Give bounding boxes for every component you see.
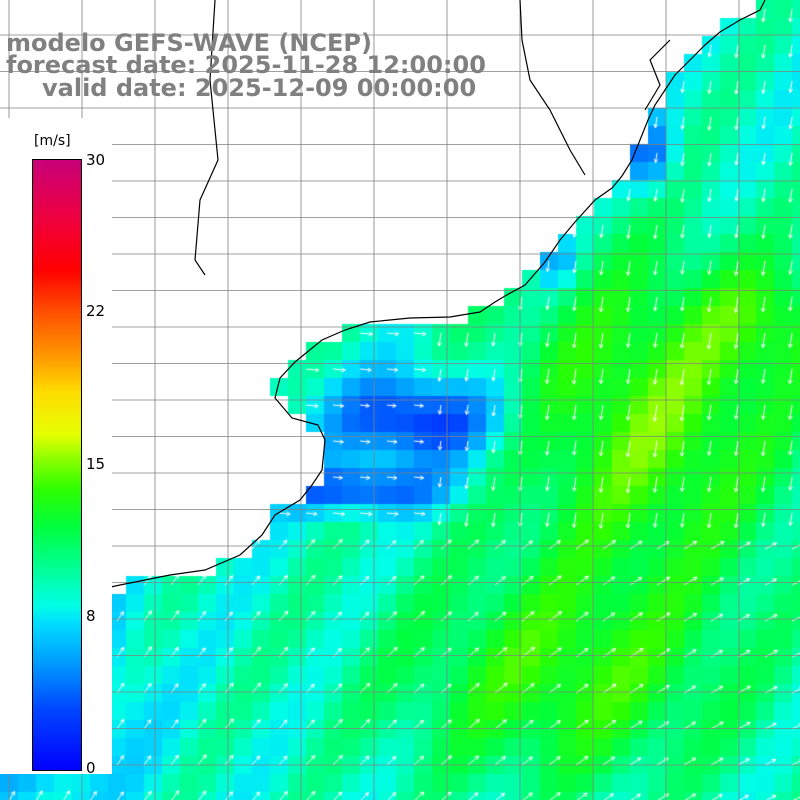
colorbar [32,159,82,771]
forecast-date: forecast date: 2025-11-28 12:00:00 [6,51,486,79]
valid-date: valid date: 2025-12-09 00:00:00 [42,74,477,102]
coastline [0,0,766,613]
colorbar-tick-15: 15 [86,455,106,473]
colorbar-tick-30: 30 [86,151,106,169]
colorbar-tick-8: 8 [86,607,96,625]
colorbar-tick-22: 22 [86,302,106,320]
legend-unit: [m/s] [34,133,71,149]
model-title: modelo GEFS-WAVE (NCEP) [6,29,372,57]
colorbar-tick-0: 0 [86,759,96,777]
